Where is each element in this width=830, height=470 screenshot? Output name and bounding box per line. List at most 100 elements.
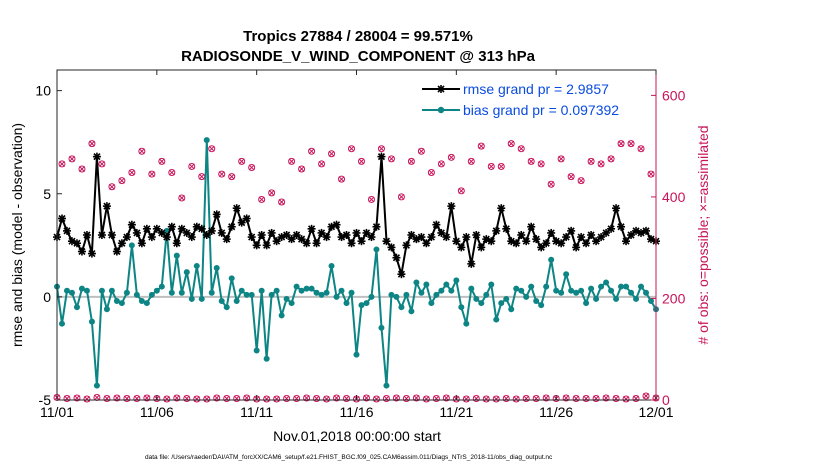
bias-point	[138, 298, 145, 304]
bias-point	[83, 287, 90, 294]
bias-point	[493, 316, 500, 323]
bias-point	[578, 287, 585, 294]
bias-point	[353, 351, 360, 358]
bias-point	[198, 295, 205, 302]
obs-count-point	[567, 173, 575, 181]
rmse-series	[53, 152, 660, 279]
obs-count-point	[158, 157, 166, 165]
rmse-point	[527, 222, 536, 231]
rmse-point	[137, 239, 146, 248]
bias-point	[523, 293, 530, 300]
data-file-note: data file: /Users/raeder/DAI/ATM_forcXX/…	[145, 454, 553, 461]
bias-point	[348, 289, 355, 296]
bias-point	[283, 295, 290, 302]
bias-point	[213, 265, 220, 271]
legend-rmse-label: rmse grand pr = 2.9857	[463, 81, 609, 97]
obs-count-point	[188, 162, 196, 170]
bias-point	[248, 291, 255, 298]
bias-point	[373, 246, 380, 253]
bias-point	[583, 300, 590, 307]
obs-count-point	[338, 175, 346, 183]
rmse-point	[142, 224, 151, 233]
obs-count-point	[407, 157, 415, 165]
obs-count-point	[288, 157, 296, 165]
rmse-point	[177, 224, 186, 233]
bias-point	[193, 262, 200, 269]
obs-count-point	[497, 162, 505, 170]
bias-point	[333, 293, 340, 300]
bias-point	[438, 287, 445, 294]
rmse-point	[87, 249, 96, 258]
obs-count-point	[457, 187, 465, 195]
rmse-point	[102, 202, 111, 211]
bias-point	[113, 298, 120, 304]
obs-count-point	[512, 395, 520, 403]
obs-count-point	[263, 395, 271, 403]
bias-point	[108, 287, 115, 294]
bias-point	[553, 287, 560, 294]
obs-count-point	[642, 392, 650, 400]
rmse-point	[62, 226, 71, 235]
y-tick-label-right: 0	[662, 392, 670, 408]
obs-count-point	[627, 140, 635, 148]
bias-point	[423, 281, 430, 288]
obs-count-point	[348, 145, 356, 153]
bias-point	[368, 293, 375, 300]
bias-point	[433, 291, 440, 298]
bias-point	[478, 300, 485, 307]
bias-point	[458, 304, 465, 311]
rmse-point	[502, 224, 511, 233]
y-tick-label: 10	[35, 83, 51, 99]
bias-point	[388, 291, 395, 298]
bias-point	[143, 300, 150, 307]
bias-point	[588, 285, 595, 292]
rmse-point	[532, 235, 541, 244]
bias-point	[513, 285, 520, 292]
obs-count-point	[208, 145, 216, 153]
rmse-point	[357, 237, 366, 246]
rmse-point	[107, 231, 116, 239]
y-tick-label: 0	[43, 289, 51, 305]
y-tick-label: -5	[39, 392, 52, 408]
bias-point	[448, 287, 455, 294]
bias-point	[418, 289, 425, 296]
obs-count-point	[193, 395, 201, 403]
bias-point	[308, 285, 315, 292]
rmse-point	[312, 239, 321, 248]
bias-point	[618, 283, 625, 290]
obs-count-point	[447, 153, 455, 161]
bias-point	[563, 271, 570, 278]
bias-point	[218, 298, 225, 304]
x-tick-label: 11/16	[340, 404, 374, 420]
rmse-point	[512, 239, 521, 248]
obs-count-point	[537, 160, 545, 168]
obs-count-point	[268, 189, 276, 197]
rmse-point	[77, 247, 86, 256]
obs-count-point	[437, 160, 445, 168]
bias-point	[318, 291, 325, 298]
bias-point	[68, 289, 75, 296]
y-axis-label-right: # of obs: o=possible; ×=assimilated	[695, 125, 711, 344]
rmse-point	[427, 233, 436, 242]
y-axis-label: rmse and bias (model - observation)	[9, 123, 25, 347]
obs-count-point	[98, 160, 106, 168]
rmse-point	[197, 224, 206, 233]
x-axis: 11/01 11/06 11/11 11/16 11/21 11/26 12/01	[40, 70, 674, 420]
rmse-point	[622, 237, 631, 246]
bias-point	[568, 287, 575, 294]
rmse-point	[402, 241, 411, 250]
bias-point	[558, 289, 565, 296]
rmse-point	[457, 243, 466, 252]
bias-point	[288, 300, 295, 307]
bias-point	[638, 283, 645, 290]
obs-count-point	[148, 170, 156, 178]
bias-point	[453, 277, 460, 284]
obs-count-point	[298, 165, 306, 173]
bias-point	[328, 262, 335, 269]
rmse-point	[367, 233, 376, 242]
bias-point	[153, 287, 160, 294]
bias-point	[63, 287, 70, 294]
bias-point	[443, 281, 450, 288]
rmse-point	[442, 233, 451, 242]
obs-count-point	[273, 395, 281, 403]
